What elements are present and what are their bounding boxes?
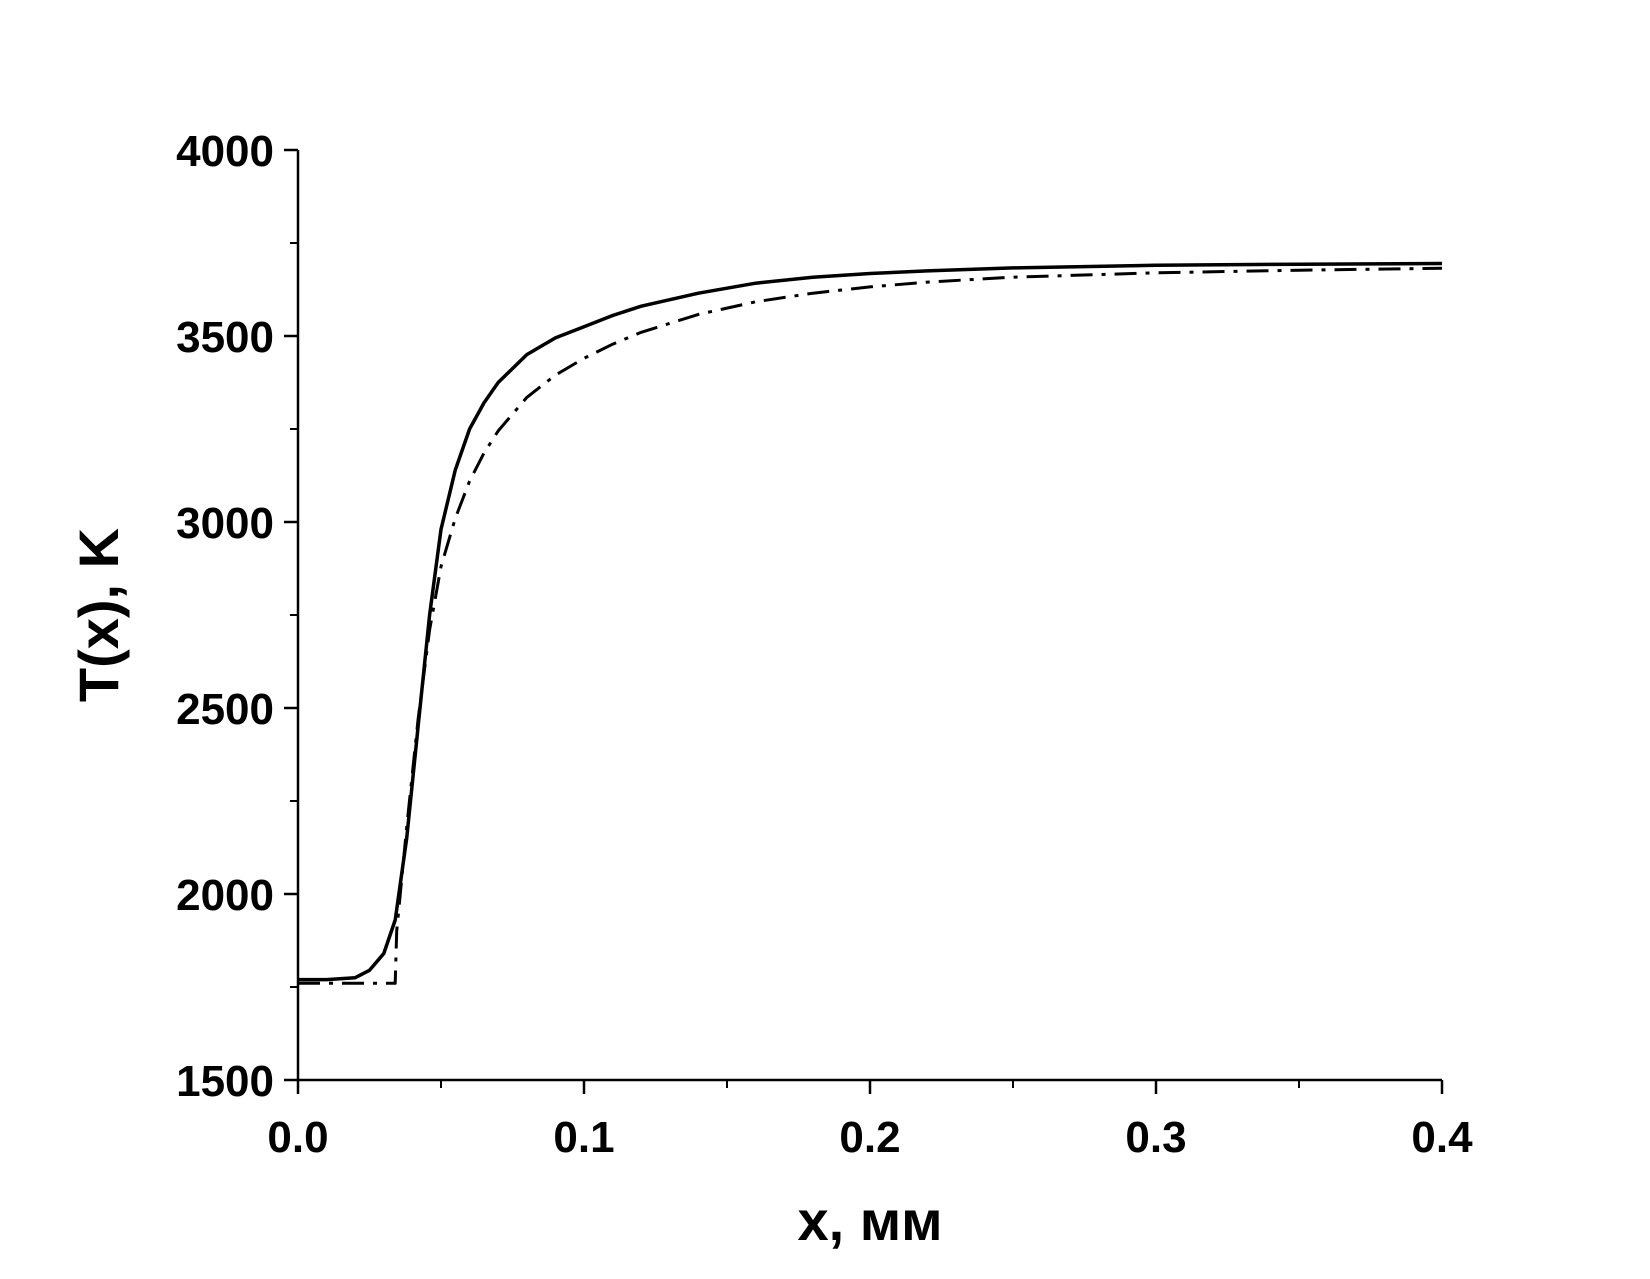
ticks: 0.0 0.1 0.2 0.3 0.4 1500 2000 2500 3000 3500 4000 [176,127,1473,1162]
y-tick-label: 2500 [176,685,274,734]
y-tick-label: 2000 [176,871,274,920]
x-tick-label: 0.1 [553,1113,614,1162]
y-tick-label: 4000 [176,127,274,176]
y-tick-label: 3500 [176,313,274,362]
x-tick-label: 0.0 [267,1113,328,1162]
x-tick-label: 0.3 [1125,1113,1186,1162]
y-tick-label: 1500 [176,1057,274,1106]
x-tick-label: 0.4 [1411,1113,1473,1162]
y-axis-title: T(x), K [67,528,130,702]
x-axis-title: x, мм [797,1189,942,1252]
y-tick-label: 3000 [176,499,274,548]
series-line-solid [298,261,1443,982]
x-tick-label: 0.2 [839,1113,900,1162]
series [298,261,1443,985]
axes: 0.0 0.1 0.2 0.3 0.4 1500 2000 2500 3000 3500 4000 [176,127,1473,1162]
series-line-dash-dot [298,266,1443,985]
